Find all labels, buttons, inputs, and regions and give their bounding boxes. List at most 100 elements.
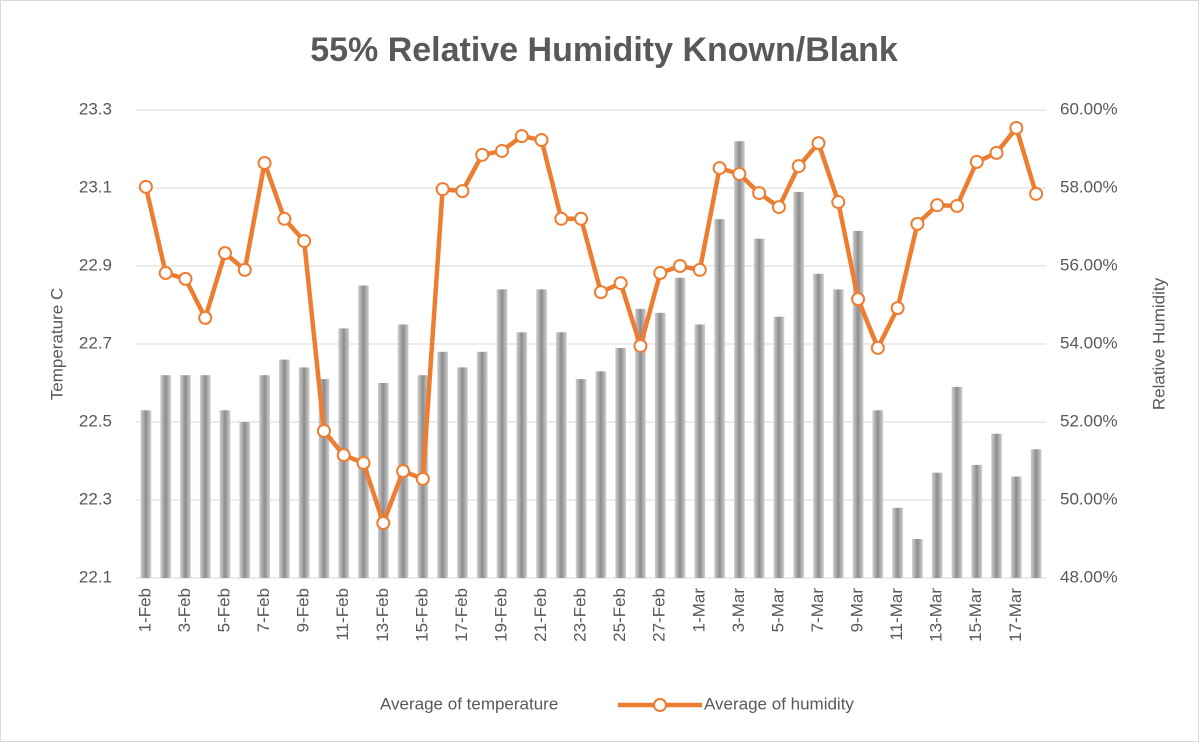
line (143, 125, 1039, 526)
bar (991, 433, 1002, 578)
line-marker (277, 211, 292, 226)
bar (595, 371, 607, 578)
bar (852, 230, 864, 578)
bar (219, 410, 231, 578)
y2-axis-label: Relative Humidity (1149, 277, 1168, 410)
bar (1010, 476, 1022, 578)
x-tick-label: 23-Feb (571, 588, 590, 642)
y-tick-label: 22.9 (79, 255, 112, 274)
line-marker (613, 276, 628, 291)
bar (397, 324, 409, 578)
x-tick-label: 15-Feb (412, 588, 431, 642)
line-marker (257, 156, 272, 171)
x-tick-label: 3-Feb (175, 588, 194, 632)
x-tick-label: 19-Feb (491, 588, 510, 642)
chart-title: 55% Relative Humidity Known/Blank (310, 31, 898, 69)
line-marker (752, 186, 767, 201)
line-marker (178, 271, 193, 286)
line-marker (316, 423, 331, 438)
line-marker (158, 266, 173, 281)
x-tick-label: 5-Feb (215, 588, 234, 632)
line-marker (673, 259, 688, 273)
bar (536, 289, 547, 578)
bar (832, 289, 844, 578)
bar (476, 351, 488, 578)
line-marker (336, 448, 351, 463)
y2-tick-label: 50.00% (1060, 489, 1118, 508)
line-marker (1009, 120, 1024, 135)
x-tick-label: 7-Feb (254, 588, 273, 632)
bar (793, 191, 805, 578)
line-marker (475, 147, 490, 162)
line-marker (356, 455, 371, 470)
line-marker (297, 234, 312, 249)
line-marker (198, 310, 213, 325)
bar (813, 273, 824, 578)
line-marker (435, 182, 450, 197)
line-marker (771, 200, 786, 215)
x-tick-label: 11-Feb (333, 588, 352, 641)
y-tick-label: 23.1 (79, 177, 112, 196)
bar (160, 375, 172, 578)
bar (298, 367, 310, 578)
bar (239, 422, 251, 578)
bar (1030, 449, 1042, 578)
x-tick-label: 7-Mar (808, 588, 827, 633)
line-marker (1029, 186, 1044, 201)
line-marker (910, 216, 925, 231)
bar (694, 324, 706, 578)
line-marker (791, 159, 806, 174)
bar (773, 316, 785, 578)
line-marker (218, 246, 233, 261)
bar (971, 464, 983, 578)
x-tick-label: 21-Feb (531, 588, 550, 642)
bar (140, 410, 152, 578)
bar (872, 410, 884, 578)
y2-tick-label: 56.00% (1060, 255, 1118, 274)
x-tick-label: 25-Feb (610, 588, 629, 642)
bar (318, 379, 330, 578)
y2-tick-label: 58.00% (1060, 177, 1118, 196)
bar (912, 539, 923, 578)
bar (259, 375, 270, 578)
x-tick-label: 9-Feb (294, 588, 313, 632)
line-marker (138, 179, 153, 194)
line-marker (851, 292, 866, 307)
bar (496, 289, 508, 578)
bar (654, 312, 666, 578)
x-tick-label: 13-Feb (373, 588, 392, 642)
line-marker (890, 301, 905, 316)
y-tick-label: 22.1 (79, 567, 112, 586)
line-marker (653, 266, 668, 281)
bar (516, 332, 528, 578)
x-tick-label: 9-Mar (848, 588, 867, 633)
bar (457, 367, 468, 578)
bar (279, 359, 290, 578)
legend-marker (653, 698, 667, 712)
bar (437, 351, 448, 578)
bar (674, 277, 686, 578)
line-marker (989, 145, 1004, 160)
line-marker (811, 136, 826, 151)
bar (180, 375, 191, 578)
line-marker (376, 516, 391, 531)
y2-tick-label: 54.00% (1060, 333, 1118, 352)
x-tick-label: 11-Mar (887, 588, 906, 641)
line-marker (633, 338, 648, 353)
line-marker (593, 285, 608, 300)
bar (377, 383, 389, 578)
legend-label: Average of humidity (704, 694, 854, 713)
y2-tick-label: 48.00% (1060, 567, 1118, 586)
line-marker (692, 262, 707, 277)
x-tick-label: 5-Mar (768, 588, 787, 633)
x-tick-label: 27-Feb (650, 588, 669, 642)
y-tick-label: 22.5 (79, 411, 112, 430)
y-tick-label: 22.3 (79, 489, 112, 508)
x-tick-label: 17-Feb (452, 588, 471, 642)
bar (931, 472, 943, 578)
bar (892, 507, 903, 578)
bar (714, 219, 725, 578)
